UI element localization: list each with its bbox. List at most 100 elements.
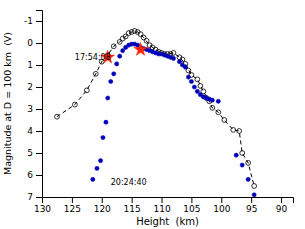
open-point <box>210 106 215 111</box>
annotations: 17:54:08 20:24:40 <box>75 53 147 187</box>
x-axis-title: Height (km) <box>136 216 199 227</box>
tick-mark <box>72 197 73 203</box>
tick-label: 4 <box>27 126 33 136</box>
tick-label: 2 <box>27 82 33 92</box>
open-point <box>222 118 227 123</box>
point <box>189 79 193 83</box>
tick: 105 <box>183 197 200 214</box>
open-point <box>240 151 245 156</box>
tick: 95 <box>246 197 257 214</box>
point <box>240 163 244 167</box>
marks <box>55 29 257 197</box>
tick: 130 <box>34 197 51 214</box>
tick-label: 100 <box>213 204 230 214</box>
point <box>252 193 256 197</box>
chart: 1301251201151101051009590-10123456717:54… <box>0 0 305 229</box>
open-point <box>132 29 137 34</box>
tick-mark <box>191 197 192 203</box>
point <box>98 159 102 163</box>
open-point <box>231 128 236 133</box>
tick-label: 115 <box>124 204 141 214</box>
tick-label: 7 <box>27 192 33 202</box>
tick: 90 <box>276 197 288 214</box>
open-point <box>216 110 221 115</box>
point <box>195 89 199 93</box>
point <box>177 60 181 64</box>
tick-label: 6 <box>27 170 33 180</box>
point <box>112 72 116 76</box>
tick: 3 <box>27 104 42 114</box>
tick: 100 <box>213 197 230 214</box>
point <box>246 177 250 181</box>
annotation: 17:54:08 <box>75 53 111 62</box>
open-point <box>144 38 149 43</box>
open-point <box>129 30 134 35</box>
point <box>118 54 122 58</box>
annotation: 20:24:40 <box>111 178 147 187</box>
point <box>115 62 119 66</box>
tick-mark <box>36 131 42 132</box>
point <box>95 166 99 170</box>
axis-line <box>36 11 43 198</box>
tick: 4 <box>27 126 42 136</box>
tick-label: 90 <box>276 204 288 214</box>
tick: -1 <box>24 16 42 26</box>
tick-label: 0 <box>27 38 33 48</box>
tick-mark <box>221 197 222 203</box>
open-point <box>93 71 98 76</box>
point <box>109 79 113 83</box>
point <box>183 65 187 69</box>
open-point <box>84 88 89 93</box>
tick-mark <box>132 197 133 203</box>
tick-mark <box>281 197 282 203</box>
series <box>91 42 257 197</box>
tick-label: 120 <box>94 204 111 214</box>
tick-mark <box>36 109 42 110</box>
tick-mark <box>36 153 42 154</box>
point <box>91 177 95 181</box>
tick-mark <box>251 197 252 203</box>
open-point <box>252 184 257 189</box>
tick-label: 125 <box>64 204 81 214</box>
tick-mark <box>36 21 42 22</box>
tick-mark <box>102 197 103 203</box>
point <box>121 49 125 53</box>
tick-label: -1 <box>24 16 33 26</box>
tick: 6 <box>27 170 42 180</box>
open-point <box>55 114 60 119</box>
tick-mark <box>36 65 42 66</box>
tick: 125 <box>64 197 81 214</box>
point <box>186 75 190 79</box>
tick-mark <box>36 197 42 198</box>
fit-line <box>57 32 254 186</box>
series <box>55 29 257 189</box>
open-point <box>246 161 251 166</box>
tick-mark <box>36 87 42 88</box>
tick-label: 110 <box>153 204 170 214</box>
open-point <box>195 77 200 82</box>
tick-mark <box>162 197 163 203</box>
tick-label: 130 <box>34 204 51 214</box>
tick-mark <box>36 43 42 44</box>
open-point <box>72 102 77 107</box>
point <box>171 56 175 60</box>
y-axis: -101234567 <box>24 11 42 203</box>
open-point <box>111 44 116 49</box>
tick-label: 95 <box>246 204 257 214</box>
tick: 7 <box>27 192 42 202</box>
x-axis: 130 125 120 115 110 105 100 95 90 <box>34 197 294 214</box>
tick-label: 3 <box>27 104 33 114</box>
axis-line <box>43 198 294 204</box>
open-point <box>198 84 203 89</box>
point <box>104 120 108 124</box>
open-point <box>126 31 131 36</box>
point <box>234 153 238 157</box>
y-axis-title: Magnitude at D = 100 km (V) <box>2 32 13 175</box>
tick: 110 <box>153 197 170 214</box>
tick: 120 <box>94 197 111 214</box>
tick-label: 5 <box>27 148 33 158</box>
point <box>192 85 196 89</box>
tick: 2 <box>27 82 42 92</box>
tick-mark <box>36 175 42 176</box>
open-point <box>171 51 176 56</box>
